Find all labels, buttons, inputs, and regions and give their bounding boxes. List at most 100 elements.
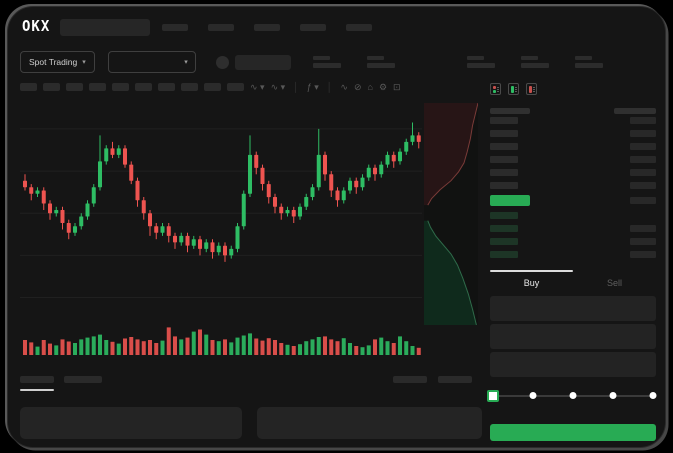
fullscreen-icon[interactable]: ⊡ — [393, 81, 401, 92]
ask-row[interactable] — [490, 127, 656, 140]
slider-handle[interactable] — [487, 390, 500, 402]
orders-table-left[interactable] — [20, 407, 242, 439]
order-book-column: Buy Sell — [487, 77, 657, 447]
buy-tab[interactable]: Buy — [523, 277, 540, 288]
drawing-tool-button[interactable] — [181, 83, 198, 91]
bid-row[interactable] — [490, 222, 656, 235]
nav-item[interactable] — [208, 23, 235, 31]
divider: │ — [293, 81, 299, 92]
nav-item[interactable] — [162, 23, 189, 31]
order-form-field[interactable] — [490, 296, 656, 321]
book-header-row — [490, 108, 656, 114]
ask-row[interactable] — [490, 166, 656, 179]
drawing-tool-button[interactable] — [204, 83, 221, 91]
trade-side-tabs: Buy Sell — [490, 272, 656, 293]
nav-item[interactable] — [254, 23, 281, 31]
chevron-down-icon: ▾ — [82, 59, 86, 66]
orders-action-button[interactable] — [438, 375, 472, 383]
orders-tab-active[interactable] — [20, 375, 54, 391]
indicators-dropdown-icon[interactable]: ƒ ▾ — [306, 81, 319, 92]
drawing-tool-button[interactable] — [227, 83, 244, 91]
ask-row[interactable] — [490, 153, 656, 166]
price-bar — [490, 225, 518, 232]
ask-row[interactable] — [490, 140, 656, 153]
pair-name-placeholder — [234, 54, 291, 70]
drawing-tool-button[interactable] — [20, 83, 37, 91]
line-tool-icon[interactable]: ∿ — [340, 81, 348, 92]
sell-tab[interactable]: Sell — [606, 277, 622, 288]
orders-tab[interactable] — [64, 375, 102, 383]
last-price-row[interactable] — [490, 192, 656, 209]
bids-book-view-icon[interactable] — [508, 83, 519, 95]
ticker-stat — [520, 56, 549, 68]
slider-stop[interactable] — [609, 392, 617, 399]
pair-icon[interactable] — [215, 55, 229, 69]
bid-row[interactable] — [490, 248, 656, 261]
ask-row[interactable] — [490, 114, 656, 127]
asks-book-view-icon[interactable] — [526, 83, 537, 95]
drawing-tool-button[interactable] — [135, 83, 152, 91]
ticker-stat — [312, 56, 341, 68]
drawing-tool-button[interactable] — [112, 83, 129, 91]
amount-bar — [630, 197, 656, 204]
amount-bar — [630, 251, 656, 258]
amount-bar — [630, 225, 656, 232]
nav-item[interactable] — [346, 23, 373, 31]
ticker-stat — [574, 56, 603, 68]
book-view-toggles — [490, 83, 656, 97]
depth-chart[interactable] — [424, 102, 479, 326]
snapshot-icon[interactable]: ⌂ — [367, 81, 373, 92]
bid-row[interactable] — [490, 235, 656, 248]
ticker-stats — [312, 56, 603, 68]
depth-chart-panel — [424, 102, 479, 326]
main-area: ∿ ▾ ∿ ▾ │ ƒ ▾ │ ∿ ⊘ ⌂ ⚙ ⊡ — [20, 77, 657, 447]
chart-style-dropdown-icon[interactable]: ∿ ▾ — [270, 81, 286, 92]
price-bar — [490, 143, 518, 150]
candlestick-chart[interactable] — [20, 103, 422, 359]
settings-icon[interactable]: ⚙ — [378, 81, 388, 92]
search-input[interactable] — [60, 18, 151, 36]
ask-row[interactable] — [490, 179, 656, 192]
price-bar — [490, 238, 518, 245]
ticker-stat — [366, 56, 395, 68]
chart-area — [20, 102, 482, 359]
order-book-rows — [490, 114, 656, 261]
slider-stop[interactable] — [529, 392, 537, 399]
amount-bar — [630, 143, 656, 150]
slider-stop[interactable] — [569, 392, 577, 399]
price-bar — [490, 195, 530, 206]
amount-bar — [630, 182, 656, 189]
okx-logo: OKX — [22, 18, 51, 36]
order-form-field[interactable] — [490, 324, 656, 349]
orders-panels — [20, 407, 482, 439]
submit-buy-button[interactable] — [490, 424, 656, 441]
active-tab-indicator — [490, 270, 573, 272]
orders-action-button[interactable] — [393, 375, 427, 383]
amount-bar — [630, 156, 656, 163]
bid-row[interactable] — [490, 209, 656, 222]
orders-table-right[interactable] — [257, 407, 482, 439]
pair-selector-dropdown[interactable]: ▾ — [107, 51, 196, 73]
price-bar — [490, 182, 518, 189]
amount-bar — [630, 117, 656, 124]
combined-book-view-icon[interactable] — [490, 83, 501, 95]
drawing-tool-button[interactable] — [158, 83, 175, 91]
price-bar — [490, 130, 518, 137]
amount-slider[interactable] — [487, 390, 657, 402]
chevron-down-icon: ▾ — [184, 59, 188, 66]
compare-tool-icon[interactable]: ⊘ — [353, 81, 362, 92]
price-bar — [490, 169, 518, 176]
price-bar — [490, 212, 518, 219]
order-form-field[interactable] — [490, 352, 656, 377]
drawing-tool-button[interactable] — [66, 83, 83, 91]
market-type-dropdown[interactable]: Spot Trading ▾ — [20, 51, 95, 73]
drawing-tool-button[interactable] — [89, 83, 106, 91]
drawing-tool-button[interactable] — [43, 83, 60, 91]
chart-toolbar: ∿ ▾ ∿ ▾ │ ƒ ▾ │ ∿ ⊘ ⌂ ⚙ ⊡ — [20, 79, 482, 95]
nav-item[interactable] — [300, 23, 327, 31]
market-type-label: Spot Trading — [29, 57, 78, 67]
price-bar — [490, 117, 518, 124]
price-bar — [490, 251, 518, 258]
interval-dropdown-icon[interactable]: ∿ ▾ — [250, 81, 265, 92]
slider-stop[interactable] — [649, 392, 657, 399]
